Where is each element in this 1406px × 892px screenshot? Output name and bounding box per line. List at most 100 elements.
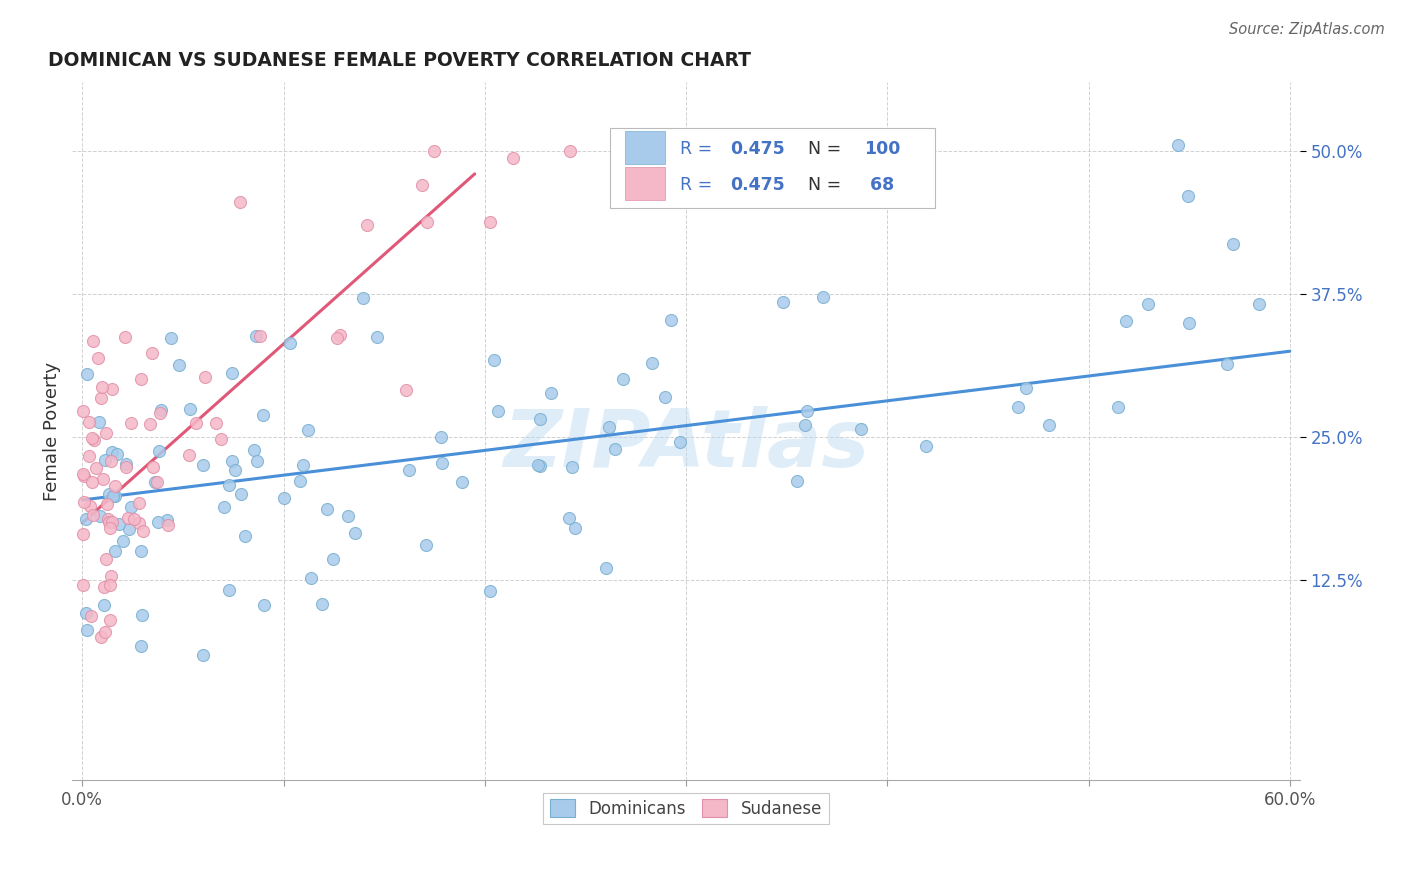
Point bbox=[252, 408, 274, 422]
Point bbox=[72, 467, 94, 481]
Point bbox=[97, 512, 120, 526]
Text: N =: N = bbox=[797, 140, 846, 158]
Point bbox=[97, 487, 120, 501]
Point bbox=[131, 524, 153, 538]
Point bbox=[77, 415, 100, 429]
Point bbox=[93, 598, 115, 612]
Point bbox=[131, 372, 153, 386]
FancyBboxPatch shape bbox=[624, 167, 665, 201]
Text: R =: R = bbox=[681, 140, 717, 158]
Point bbox=[343, 525, 366, 540]
Point bbox=[366, 330, 388, 344]
Point bbox=[221, 366, 243, 380]
Point bbox=[430, 456, 453, 470]
Point bbox=[415, 215, 437, 229]
Point bbox=[100, 454, 122, 468]
Point bbox=[292, 458, 315, 472]
Point bbox=[786, 474, 808, 488]
Point bbox=[311, 598, 333, 612]
Point bbox=[1136, 297, 1159, 311]
Point bbox=[100, 382, 122, 396]
Point bbox=[75, 512, 97, 526]
Point bbox=[76, 623, 98, 637]
Point bbox=[326, 331, 349, 345]
Point bbox=[191, 648, 214, 663]
Point bbox=[142, 459, 165, 474]
Point bbox=[273, 491, 295, 505]
Point bbox=[96, 497, 118, 511]
Point bbox=[82, 508, 104, 523]
Point bbox=[93, 580, 115, 594]
Point bbox=[224, 462, 246, 476]
Point bbox=[411, 178, 433, 193]
Point bbox=[146, 475, 169, 490]
Point bbox=[299, 571, 322, 585]
Point bbox=[167, 359, 190, 373]
Point bbox=[149, 406, 172, 420]
Point bbox=[100, 569, 122, 583]
Point bbox=[98, 578, 121, 592]
Text: DOMINICAN VS SUDANESE FEMALE POVERTY CORRELATION CHART: DOMINICAN VS SUDANESE FEMALE POVERTY COR… bbox=[48, 51, 751, 70]
Point bbox=[356, 218, 378, 232]
Point bbox=[90, 380, 112, 394]
Point bbox=[914, 439, 936, 453]
Point bbox=[73, 495, 96, 509]
Point bbox=[72, 526, 94, 541]
Point bbox=[101, 444, 124, 458]
Point bbox=[486, 404, 509, 418]
Point bbox=[117, 511, 139, 525]
Point bbox=[478, 584, 501, 599]
Point bbox=[120, 416, 142, 430]
Point bbox=[669, 435, 692, 450]
Text: Source: ZipAtlas.com: Source: ZipAtlas.com bbox=[1229, 22, 1385, 37]
Point bbox=[849, 422, 872, 436]
Point bbox=[288, 474, 311, 488]
Point bbox=[297, 423, 319, 437]
Point bbox=[128, 496, 150, 510]
Point bbox=[479, 215, 502, 229]
Point bbox=[329, 327, 352, 342]
Point bbox=[228, 195, 250, 210]
Point bbox=[654, 390, 676, 404]
Point bbox=[118, 522, 141, 536]
Point bbox=[233, 529, 256, 543]
Point bbox=[423, 144, 446, 158]
Point bbox=[124, 512, 146, 526]
Point bbox=[243, 443, 266, 458]
Point bbox=[146, 515, 169, 529]
Point bbox=[398, 462, 420, 476]
Point bbox=[209, 432, 232, 446]
Point bbox=[1177, 188, 1199, 202]
Point bbox=[138, 417, 160, 431]
Point bbox=[97, 515, 120, 529]
Point bbox=[322, 551, 344, 566]
Point bbox=[415, 538, 437, 552]
Point bbox=[115, 459, 138, 474]
Point bbox=[129, 639, 152, 653]
Point bbox=[1107, 401, 1129, 415]
Point bbox=[75, 606, 97, 620]
Point bbox=[612, 371, 634, 385]
Point bbox=[112, 534, 135, 549]
Point bbox=[813, 290, 835, 304]
Point bbox=[221, 454, 243, 468]
Point bbox=[529, 412, 551, 426]
Point bbox=[218, 478, 240, 492]
Point bbox=[177, 448, 200, 462]
Point bbox=[352, 291, 374, 305]
Point bbox=[148, 443, 170, 458]
Point bbox=[131, 544, 153, 558]
Point bbox=[143, 475, 166, 489]
Point bbox=[1222, 237, 1244, 252]
Point bbox=[1038, 417, 1060, 432]
Point bbox=[451, 475, 474, 489]
Point bbox=[94, 452, 117, 467]
Point bbox=[246, 454, 269, 468]
Point bbox=[278, 336, 301, 351]
Point bbox=[120, 500, 142, 514]
Point bbox=[73, 469, 96, 483]
Point bbox=[794, 418, 817, 433]
Text: N =: N = bbox=[797, 176, 846, 194]
Point bbox=[94, 625, 117, 640]
Point bbox=[212, 500, 235, 514]
